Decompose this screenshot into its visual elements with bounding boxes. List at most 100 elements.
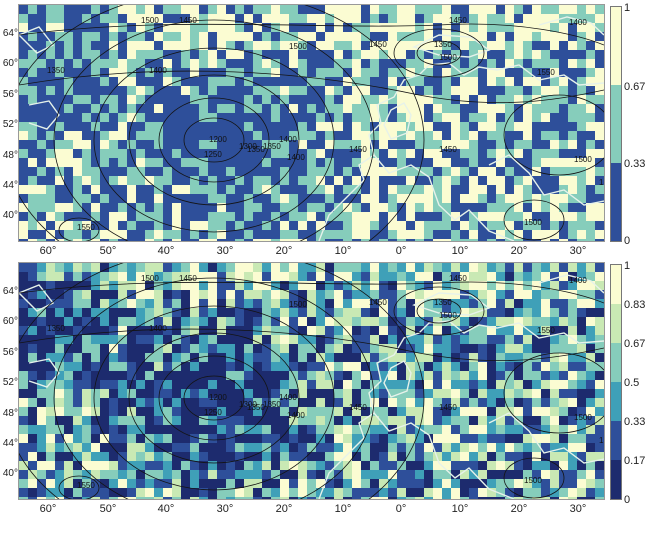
bottom-grid-cell <box>541 272 551 282</box>
bottom-grid-cell <box>163 263 173 273</box>
bottom-grid-cell <box>460 272 470 282</box>
top-grid-cell <box>28 176 38 186</box>
top-grid-cell <box>586 167 596 177</box>
bottom-grid-cell <box>217 380 227 390</box>
top-grid-cell <box>244 149 254 159</box>
top-grid-cell <box>397 41 407 51</box>
top-grid-cell <box>73 32 83 42</box>
top-grid-cell <box>163 131 173 141</box>
top-grid-cell <box>478 5 488 15</box>
top-grid-cell <box>208 140 218 150</box>
bottom-grid-cell <box>514 425 524 435</box>
top-grid-cell <box>406 41 416 51</box>
bottom-grid-cell <box>172 299 182 309</box>
top-grid-cell <box>199 176 209 186</box>
bottom-grid-cell <box>298 272 308 282</box>
bottom-grid-cell <box>541 290 551 300</box>
top-grid-cell <box>559 131 569 141</box>
bottom-grid-cell <box>298 362 308 372</box>
top-grid-cell <box>523 95 533 105</box>
bottom-grid-cell <box>397 263 407 273</box>
bottom-grid-cell <box>586 281 596 291</box>
top-grid-cell <box>523 86 533 96</box>
top-grid-cell <box>523 131 533 141</box>
top-grid-cell <box>253 194 263 204</box>
top-grid-cell <box>199 194 209 204</box>
top-grid-cell <box>19 68 29 78</box>
bottom-grid-cell <box>19 335 29 345</box>
bottom-grid-cell <box>433 497 443 499</box>
bottom-grid-cell <box>505 317 515 327</box>
top-grid-cell <box>325 5 335 15</box>
bottom-grid-cell <box>559 326 569 336</box>
bottom-contour-label: 1550 <box>599 436 604 445</box>
top-grid-cell <box>145 203 155 213</box>
top-grid-cell <box>172 68 182 78</box>
bottom-grid-cell <box>523 308 533 318</box>
top-grid-cell <box>271 68 281 78</box>
bottom-grid-cell <box>541 389 551 399</box>
top-grid-cell <box>334 239 344 241</box>
top-grid-cell <box>109 221 119 231</box>
top-grid-cell <box>280 113 290 123</box>
top-grid-cell <box>163 149 173 159</box>
bottom-grid-cell <box>109 389 119 399</box>
top-grid-cell <box>289 149 299 159</box>
top-grid-cell <box>442 239 452 241</box>
bottom-grid-cell <box>235 281 245 291</box>
bottom-grid-cell <box>91 380 101 390</box>
bottom-grid-cell <box>424 344 434 354</box>
bottom-grid-cell <box>514 407 524 417</box>
top-grid-cell <box>370 230 380 240</box>
bottom-grid-cell <box>541 443 551 453</box>
bottom-grid-cell <box>469 335 479 345</box>
top-grid-cell <box>154 221 164 231</box>
bottom-map-canvas: 1500 1450 1450 1500 1350 1450 1350 1400 1500 1400… <box>18 262 605 500</box>
top-grid-cell <box>307 221 317 231</box>
bottom-lon-tick: 10° <box>334 503 352 515</box>
top-grid-cell <box>280 50 290 60</box>
top-grid-cell <box>289 32 299 42</box>
bottom-grid-cell <box>244 263 254 273</box>
bottom-grid-cell <box>424 272 434 282</box>
bottom-grid-cell <box>199 371 209 381</box>
top-grid-cell <box>298 59 308 69</box>
bottom-grid-cell <box>514 389 524 399</box>
bottom-grid-cell <box>343 425 353 435</box>
top-grid-cell <box>586 194 596 204</box>
bottom-grid-cell <box>235 443 245 453</box>
top-grid-cell <box>469 158 479 168</box>
top-grid-cell <box>253 77 263 87</box>
top-grid-cell <box>217 203 227 213</box>
bottom-grid-cell <box>514 317 524 327</box>
bottom-grid-cell <box>217 479 227 489</box>
bottom-grid-cell <box>343 461 353 471</box>
top-grid-cell <box>397 122 407 132</box>
bottom-grid-cell <box>271 272 281 282</box>
bottom-grid-cell <box>82 380 92 390</box>
top-grid-cell <box>451 221 461 231</box>
top-grid-cell <box>352 95 362 105</box>
bottom-grid-cell <box>136 335 146 345</box>
top-grid-cell <box>442 131 452 141</box>
top-grid-cell <box>586 14 596 24</box>
bottom-grid-cell <box>199 416 209 426</box>
top-grid-cell <box>595 167 604 177</box>
bottom-grid-cell <box>298 443 308 453</box>
bottom-grid-cell <box>244 344 254 354</box>
top-grid-cell <box>343 104 353 114</box>
bottom-grid-cell <box>370 407 380 417</box>
top-grid-cell <box>424 140 434 150</box>
bottom-grid-cell <box>226 263 236 273</box>
bottom-grid-cell <box>595 326 604 336</box>
top-grid-cell <box>442 212 452 222</box>
bottom-grid-cell <box>487 461 497 471</box>
bottom-grid-cell <box>370 371 380 381</box>
bottom-grid-cell <box>559 461 569 471</box>
top-grid-cell <box>595 5 604 15</box>
top-grid-cell <box>190 23 200 33</box>
top-grid-cell <box>208 167 218 177</box>
bottom-contour-label: 1450 <box>449 274 467 283</box>
bottom-grid-cell <box>208 470 218 480</box>
top-colorbar-tick: 0 <box>624 235 631 247</box>
